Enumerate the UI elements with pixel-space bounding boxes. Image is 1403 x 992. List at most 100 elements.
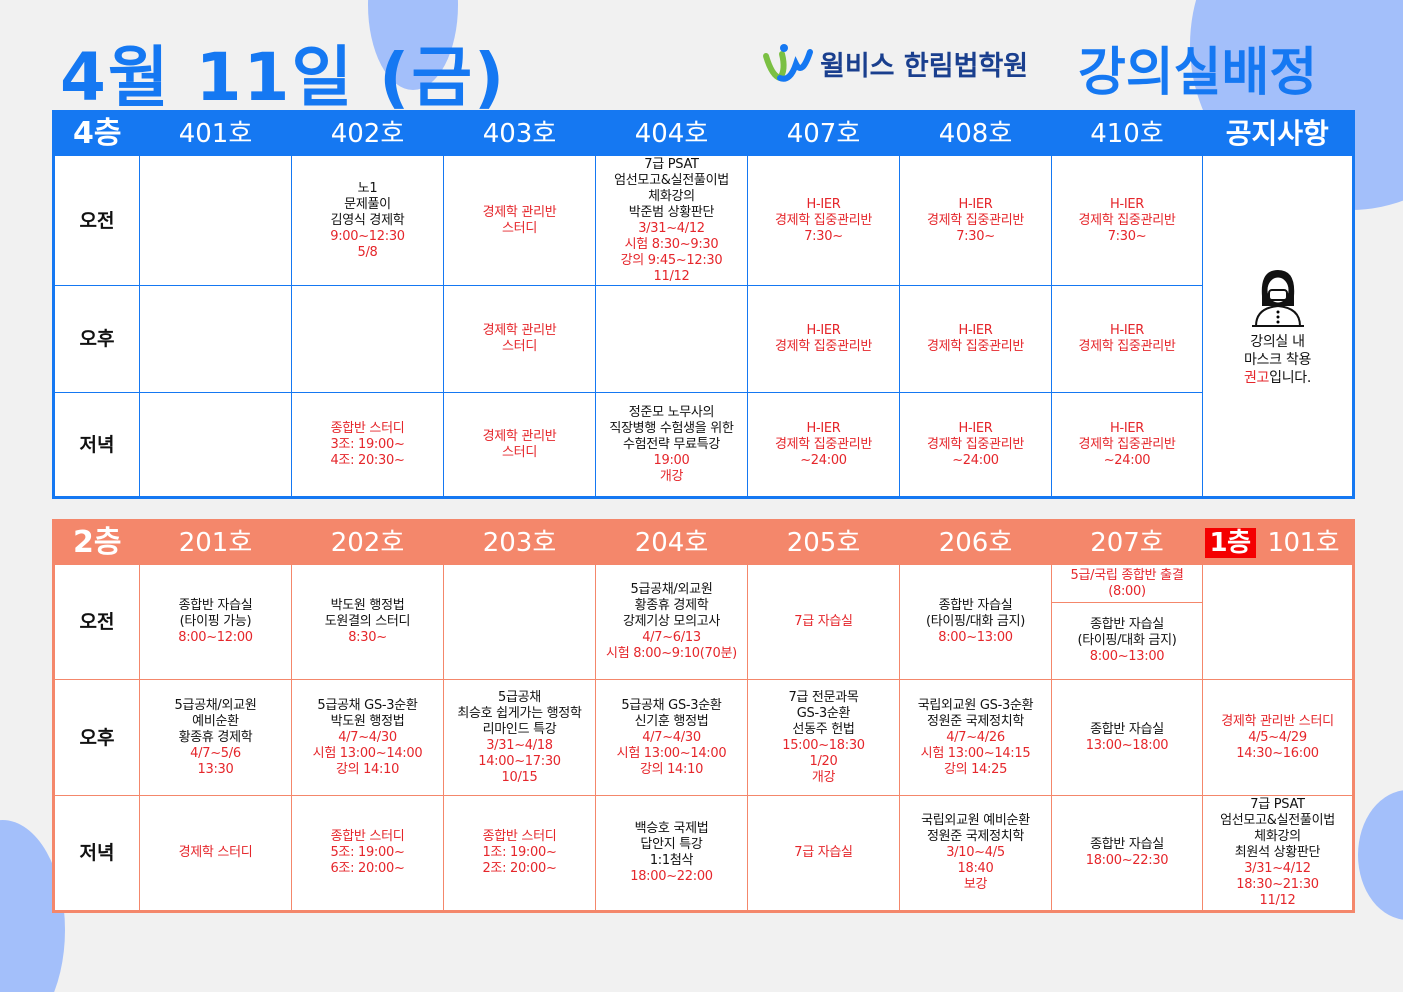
cell-text-line: 7급 전문과목	[788, 689, 859, 705]
schedule-cell: 국립외교원 예비순환 정원준 국제정치학 3/10~4/5 18:40 보강	[899, 795, 1052, 912]
cell-text-line: 경제학 관리반	[482, 323, 557, 338]
cell-text-line: 강제기상 모의고사	[622, 614, 721, 629]
cell-text-line: 수험전략 무료특강	[622, 436, 721, 452]
notice-text: 마스크 착용	[1243, 351, 1312, 368]
cell-text-line: 강의 14:10	[639, 761, 704, 777]
schedule-cell: 7급 전문과목 GS-3순환 선동주 헌법 15:00~18:30 1/20 개강	[747, 679, 900, 796]
cell-text-line: 시험 13:00~14:00	[616, 745, 727, 761]
cell-text-line: 3/31~4/18	[486, 737, 553, 753]
cell-text-line: 도원결의 스터디	[324, 614, 411, 629]
cell-text-line: 시험 8:00~9:10(70분)	[606, 646, 737, 661]
schedule-cell	[1202, 564, 1354, 680]
schedule-cell: 경제학 관리반 스터디	[443, 285, 596, 393]
schedule-cell: 7급 PSAT 엄선모고&실전풀이법 체화강의 최원석 상황판단 3/31~4/12 18…	[1202, 795, 1354, 912]
time-slot-label: 오전	[53, 564, 140, 680]
cell-text-line: 스터디	[502, 339, 537, 354]
time-slot-label: 오후	[53, 679, 140, 796]
room-header: 206호	[899, 520, 1052, 565]
floor2-table: 2층 201호 202호 203호 204호 205호 206호 207호 1층 101호 오전 종…	[52, 519, 1355, 913]
cell-text-line: 10/15	[501, 769, 538, 785]
cell-text-line: 4/7~4/30	[642, 729, 701, 745]
cell-text-line: 박도원 행정법	[330, 713, 405, 729]
cell-text-line: 개강	[811, 769, 836, 785]
cell-text-line: 7:30~	[1107, 228, 1147, 244]
cell-text-line: 경제학 관리반	[482, 428, 557, 444]
cell-text-line: 문제풀이	[344, 196, 391, 212]
schedule-cell: H-IER 경제학 집중관리반	[1051, 285, 1203, 393]
cell-text-line: 시험 13:00~14:00	[312, 745, 423, 761]
cell-text-line: 답안지 특강	[640, 837, 703, 852]
schedule-cell: 경제학 관리반 스터디	[443, 155, 596, 286]
schedule-cell: 종합반 자습실 (타이핑 가능) 8:00~12:00	[139, 564, 292, 680]
time-row: 오후 5급공채/외교원 예비순환 황종휴 경제학 4/7~5/6 13:30 5급공채 GS…	[53, 679, 1354, 796]
cell-text-line: 박준범 상황판단	[628, 204, 715, 220]
decor-circle	[1358, 790, 1403, 920]
cell-text-line: H-IER	[958, 323, 993, 338]
room-header: 207호	[1051, 520, 1203, 565]
schedule-cell: 종합반 스터디 3조: 19:00~ 4조: 20:30~	[291, 392, 444, 498]
cell-text-line: 5급/국립 종합반 출결	[1070, 567, 1184, 583]
cell-text-line: 경제학 집중관리반	[774, 212, 873, 228]
schedule-cell: H-IER 경제학 집중관리반	[747, 285, 900, 393]
cell-text-line: 7급 PSAT	[644, 156, 699, 172]
notice-emphasis: 권고	[1243, 369, 1270, 386]
cell-text-line: 4조: 20:30~	[330, 452, 405, 468]
notice-text: 강의실 내	[1250, 333, 1305, 350]
cell-text-line: 정원준 국제정치학	[926, 713, 1025, 729]
schedule-cell	[139, 392, 292, 498]
cell-text-line: ~24:00	[800, 452, 847, 468]
schedule-cell: 5급공채 최승호 쉽게가는 행정학 리마인드 특강 3/31~4/18 14:00~17…	[443, 679, 596, 796]
cell-text-line: H-IER	[958, 420, 993, 436]
cell-text-line: 8:00~13:00	[1089, 649, 1165, 664]
room-header: 407호	[747, 111, 900, 156]
cell-text-line: 7급 PSAT	[1250, 797, 1305, 812]
cell-text-line: 강의 14:25	[943, 761, 1008, 777]
cell-text-line: 8:00~13:00	[938, 630, 1013, 645]
time-row: 저녁 경제학 스터디 종합반 스터디 5조: 19:00~ 6조: 20:00~ 종합반 …	[53, 795, 1354, 912]
room-header: 402호	[291, 111, 444, 156]
cell-text-line: 4/7~5/6	[190, 745, 241, 761]
schedule-cell: 7급 자습실	[747, 564, 900, 680]
cell-text-line: 경제학 집중관리반	[774, 436, 873, 452]
cell-text-line: 7급 자습실	[794, 845, 853, 860]
cell-text-line: 15:00~18:30	[782, 737, 865, 753]
schedule-cell: 경제학 관리반 스터디	[443, 392, 596, 498]
schedule-cell	[291, 285, 444, 393]
cell-text-line: 노1	[357, 180, 378, 196]
cell-text-line: 4/5~4/29	[1248, 729, 1307, 745]
time-row: 오후 경제학 관리반 스터디 H-IER 경제학 집중관리반 H-IER 경제학 집중관리반…	[53, 285, 1354, 393]
cell-text-line: 5급공채 GS-3순환	[317, 697, 418, 713]
room-header: 404호	[595, 111, 748, 156]
schedule-cell: H-IER 경제학 집중관리반 7:30~	[747, 155, 900, 286]
cell-text-line: 체화강의	[648, 188, 695, 204]
cell-text-line: ~24:00	[1103, 452, 1151, 468]
cell-text-line: H-IER	[806, 196, 841, 212]
cell-text-line: 18:40	[957, 861, 994, 876]
schedule-cell: 5급공채 GS-3순환 신기훈 행정법 4/7~4/30 시험 13:00~14:00…	[595, 679, 748, 796]
brand-title: 강의실배정	[1078, 43, 1318, 103]
cell-text-line: H-IER	[1109, 420, 1145, 436]
schedule-cell: 종합반 자습실 18:00~22:30	[1051, 795, 1203, 912]
cell-text-line: 스터디	[502, 444, 537, 460]
time-slot-label: 저녁	[53, 392, 140, 498]
cell-text-line: 2조: 20:00~	[482, 861, 557, 876]
cell-text-line: 4/7~4/30	[338, 729, 397, 745]
cell-text-line: 종합반 자습실	[1090, 617, 1164, 632]
room-header: 403호	[443, 111, 596, 156]
cell-text-line: 정준모 노무사의	[628, 404, 715, 420]
room-header: 205호	[747, 520, 900, 565]
notice-text-rest: 입니다.	[1269, 369, 1312, 386]
cell-text-line: H-IER	[1109, 196, 1145, 212]
cell-text-line: 6조: 20:00~	[330, 861, 405, 876]
cell-text-line: 5/8	[357, 244, 378, 260]
schedule-cell: 5급공채/외교원 황종휴 경제학 강제기상 모의고사 4/7~6/13 시험 8:00~…	[595, 564, 748, 680]
cell-text-line: 시험 8:30~9:30	[624, 236, 719, 252]
notice-text: 권고입니다.	[1205, 369, 1350, 387]
cell-text-line: 경제학 집중관리반	[926, 339, 1025, 354]
cell-text-line: 황종휴 경제학	[634, 598, 709, 613]
cell-text-line: 경제학 집중관리반	[774, 339, 873, 354]
cell-text-line: 8:00~12:00	[178, 630, 253, 645]
cell-text-line: (타이핑 가능)	[179, 614, 252, 629]
time-slot-label: 오전	[53, 155, 140, 286]
